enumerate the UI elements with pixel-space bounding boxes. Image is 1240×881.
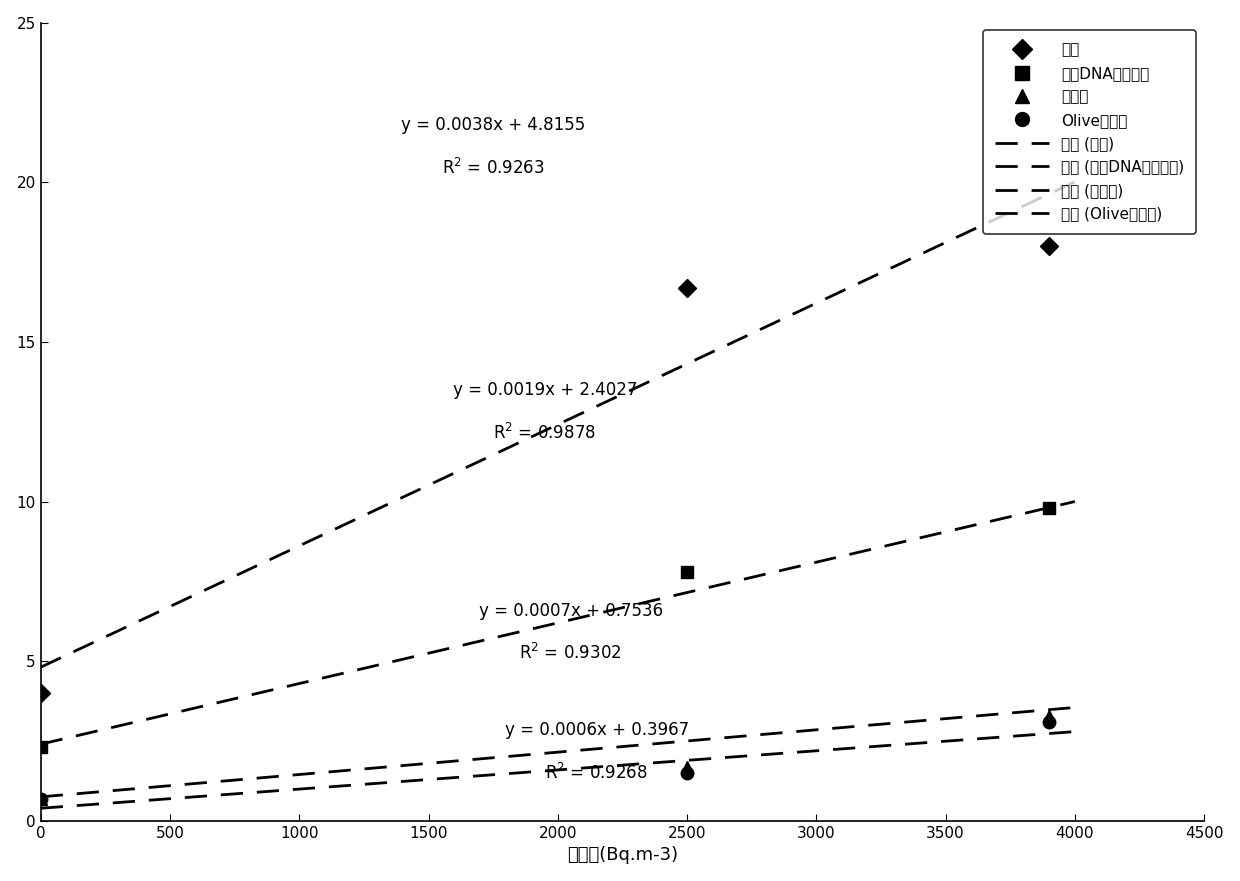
Text: y = 0.0007x + 0.7536: y = 0.0007x + 0.7536 [479, 602, 663, 619]
X-axis label: 氡浓度(Bq.m-3): 氡浓度(Bq.m-3) [567, 847, 678, 864]
Text: y = 0.0019x + 2.4027: y = 0.0019x + 2.4027 [453, 381, 637, 399]
Text: y = 0.0006x + 0.3967: y = 0.0006x + 0.3967 [505, 722, 688, 739]
Legend: 尾长, 尾部DNA相对含量, 尾动量, Olive尾动量, 线性 (尾长), 线性 (尾部DNA相对含量), 线性 (尾动量), 线性 (Olive尾动量): 尾长, 尾部DNA相对含量, 尾动量, Olive尾动量, 线性 (尾长), 线… [983, 30, 1197, 233]
Text: $\mathrm{R}^2$ = 0.9268: $\mathrm{R}^2$ = 0.9268 [546, 762, 649, 782]
Text: y = 0.0038x + 4.8155: y = 0.0038x + 4.8155 [401, 116, 585, 135]
Text: $\mathrm{R}^2$ = 0.9263: $\mathrm{R}^2$ = 0.9263 [441, 158, 544, 178]
Text: $\mathrm{R}^2$ = 0.9878: $\mathrm{R}^2$ = 0.9878 [494, 423, 596, 442]
Text: $\mathrm{R}^2$ = 0.9302: $\mathrm{R}^2$ = 0.9302 [520, 643, 622, 663]
